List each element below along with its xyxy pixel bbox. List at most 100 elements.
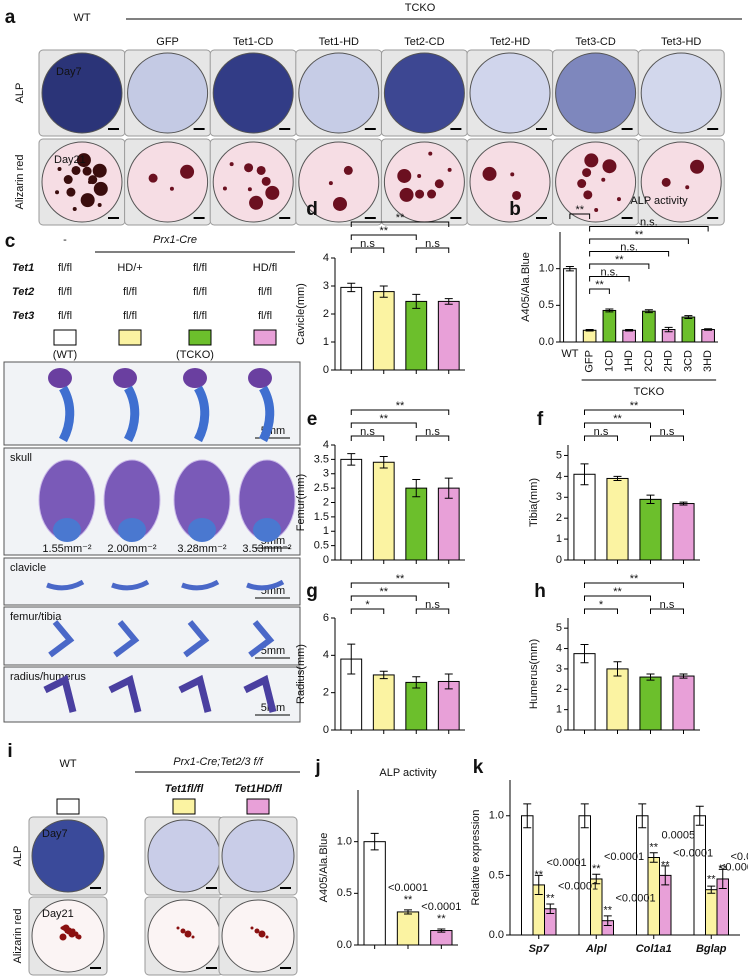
significance: n.s [360,426,375,438]
y-tick-label: 0 [556,554,562,566]
bar [521,815,534,936]
bar [340,286,363,371]
significance: ** [630,573,639,585]
y-tick-label: 0.5 [314,540,329,552]
y-axis-label: Tibia(mm) [528,478,540,527]
y-tick-label: 5 [556,622,562,634]
significance: * [599,599,604,611]
nodule [169,186,174,191]
error-bar [613,475,622,482]
group-label: (TCKO) [176,349,214,361]
nodule [583,190,593,200]
column-label: Tet1-CD [233,36,273,48]
panel-letter: c [5,231,16,252]
bracket [350,409,450,415]
y-tick-label: 0 [323,364,329,376]
skull-area: 3.53mm⁻² [242,543,292,555]
femur-tibia [113,620,140,658]
alizarin-well [469,141,551,223]
error-bar [379,456,388,469]
alizarin-well [212,141,294,223]
significance: n.s. [620,241,638,253]
y-tick-label: 1 [323,525,329,537]
nodule [62,924,70,932]
error-bar [664,326,673,333]
error-bar [649,852,658,863]
bar [396,911,420,946]
error-bar [444,477,453,499]
significance: ** [396,212,405,224]
p-value: <0.0001 [604,851,644,863]
y-tick-label: 4 [323,439,329,451]
error-bar [580,803,589,829]
error-bar [644,309,653,314]
nodule [191,935,195,939]
genotype: fl/fl [58,286,72,298]
error-bar [523,803,532,829]
bar [693,815,706,936]
significance: n.s [660,599,675,611]
nodule [328,181,333,186]
nodule [80,193,95,208]
skull-area: 2.00mm⁻² [107,543,157,555]
error-bar [347,643,356,675]
bracket [589,276,630,282]
genotype: fl/fl [193,262,207,274]
bracket [584,409,684,415]
view-label: clavicle [10,562,46,574]
nodule [584,153,599,168]
bar [372,291,395,371]
error-bar [613,661,622,677]
nodule [616,197,621,202]
skull-area: 1.55mm⁻² [42,543,92,555]
swatch [253,329,277,346]
femur-tibia [183,620,210,658]
alp-well [31,819,105,893]
y-tick-label: 4 [556,642,562,654]
genotype: fl/fl [193,310,207,322]
nodule [685,185,690,190]
skeleton-head [248,368,272,388]
bracket [650,608,684,614]
bracket [584,435,618,441]
significance: n.s. [640,216,658,228]
bar [602,309,617,343]
bar [639,676,662,731]
skull-snout [188,518,216,542]
genotype: HD/+ [117,262,142,274]
skeleton-body [258,385,275,443]
genotype-label: WT [73,12,90,24]
nodule [176,926,180,930]
error-bar [412,479,421,498]
error-bar [646,494,655,505]
nodule [254,928,260,934]
alizarin-well [640,141,722,223]
skull-snout [118,518,146,542]
bar [578,815,591,936]
genotype: HD/fl [253,262,277,274]
bar [705,889,718,936]
p-value: <0.0001 [558,881,598,893]
nodule [690,159,705,174]
bar [405,487,428,561]
gene-label: Tet3 [12,310,34,322]
nodule [93,181,108,196]
skull-snout [53,518,81,542]
y-tick-label: 1.0 [337,836,352,848]
error-bar [605,308,614,313]
alp-well [221,819,295,893]
swatch [53,329,77,346]
panel-letter: j [314,757,320,778]
y-tick-label: 0.5 [539,299,554,311]
significance: ** [613,413,622,425]
view-label: skull [10,452,32,464]
bar [437,487,460,561]
error-bar [592,873,601,885]
nodule [88,175,98,185]
group-label: (WT) [53,349,77,361]
alizarin-well [147,899,221,973]
bracket [350,608,385,614]
group-label: TCKO [634,386,665,398]
genotype: fl/fl [193,286,207,298]
